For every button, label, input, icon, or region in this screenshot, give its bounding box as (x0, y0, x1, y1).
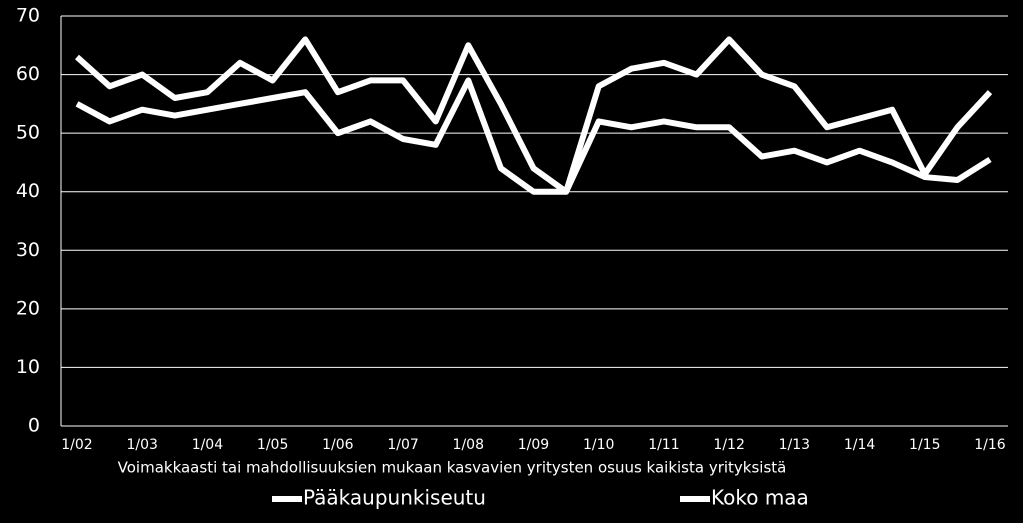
x-tick-label: 1/03 (126, 437, 157, 453)
x-tick-label: 1/10 (583, 437, 614, 453)
data-line (74, 36, 993, 195)
x-tick-label: 1/06 (322, 437, 354, 453)
x-tick-label: 1/07 (387, 437, 418, 453)
y-tick-label: 60 (16, 63, 40, 85)
y-tick-label: 0 (28, 415, 40, 437)
x-tick-label: 1/11 (648, 437, 679, 453)
y-tick-label: 50 (16, 122, 40, 144)
x-tick-label: 1/14 (844, 437, 876, 453)
x-tick-label: 1/16 (974, 437, 1006, 453)
y-tick-label: 10 (16, 356, 40, 378)
x-tick-label: 1/02 (61, 437, 92, 453)
data-line (75, 77, 992, 195)
x-tick-label: 1/13 (779, 437, 810, 453)
y-tick-label: 20 (16, 297, 40, 319)
x-tick-label: 1/15 (909, 437, 940, 453)
x-tick-label: 1/05 (257, 437, 288, 453)
x-tick-label: 1/09 (518, 437, 549, 453)
y-tick-label: 40 (16, 180, 40, 202)
x-axis-title: Voimakkaasti tai mahdollisuuksien mukaan… (118, 459, 787, 477)
y-tick-label: 30 (16, 239, 40, 261)
legend-label: Pääkaupunkiseutu (303, 486, 486, 510)
x-tick-label: 1/12 (713, 437, 744, 453)
x-tick-label: 1/08 (453, 437, 484, 453)
y-tick-label: 70 (16, 5, 40, 27)
x-tick-label: 1/04 (192, 437, 224, 453)
legend-label: Koko maa (711, 486, 809, 510)
